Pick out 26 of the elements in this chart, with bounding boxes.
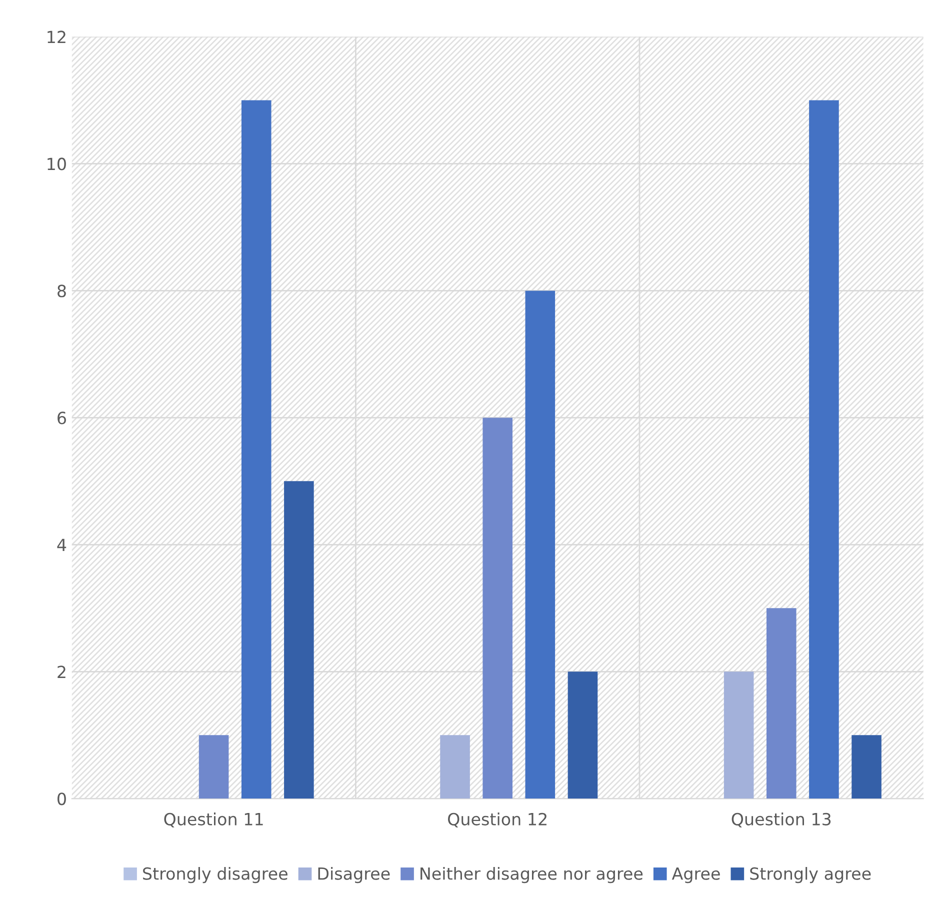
y-tick-label: 0 [58, 792, 66, 806]
bar [525, 290, 556, 799]
legend-label: Agree [672, 868, 720, 884]
x-tick-label: Question 12 [448, 812, 546, 828]
bar [809, 100, 839, 799]
legend-label: Disagree [318, 866, 390, 884]
bar [482, 418, 512, 799]
y-tick-label: 6 [58, 412, 66, 424]
y-tick-label: 12 [48, 30, 66, 44]
y-tick-label: 2 [58, 666, 66, 678]
x-tick-label: Question 13 [732, 812, 831, 828]
legend-label: Strongly disagree [143, 866, 288, 884]
legend-label: Strongly agree [750, 866, 871, 884]
y-tick-label: 8 [58, 284, 66, 298]
bar [724, 672, 754, 799]
bar [284, 481, 314, 799]
bar [568, 672, 598, 799]
y-tick-label: 4 [57, 538, 66, 552]
bar [766, 608, 796, 799]
bar [241, 100, 272, 799]
y-tick-label: 10 [48, 158, 66, 170]
bar [198, 735, 229, 799]
legend-label: Neither disagree nor agree [420, 866, 643, 884]
bar [852, 735, 882, 799]
x-tick-label: Question 11 [164, 812, 263, 828]
bar [440, 735, 470, 799]
